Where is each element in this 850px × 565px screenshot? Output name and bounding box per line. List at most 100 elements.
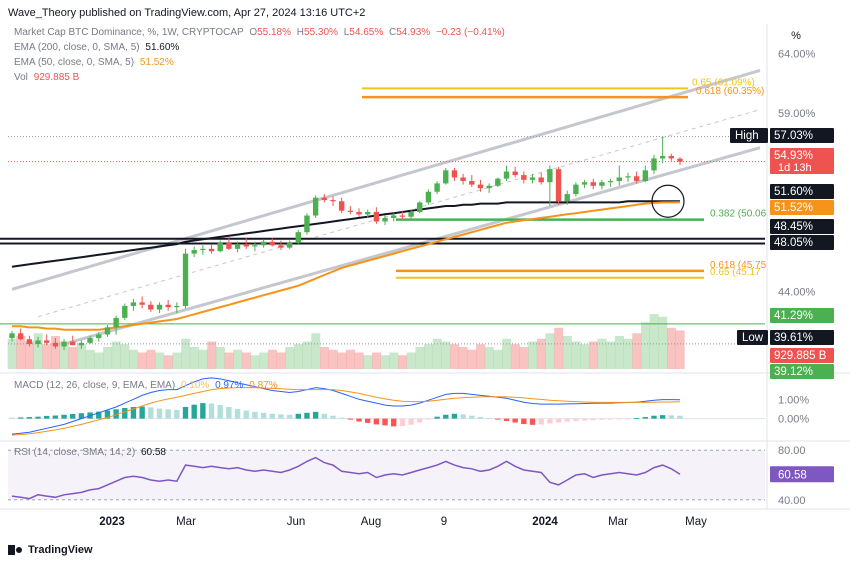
macd-hist-bar <box>625 418 631 420</box>
price-label-box <box>770 348 834 363</box>
volume-bar <box>215 347 225 369</box>
volume-bar <box>571 341 581 369</box>
macd-hist-bar <box>642 417 648 419</box>
price-label-box <box>770 184 834 199</box>
rsi-y-tick-label: 40.00 <box>778 495 806 507</box>
volume-bar <box>25 341 34 369</box>
legend-l-label: L <box>343 27 350 38</box>
candle-body <box>555 169 562 202</box>
y-tick-label: 44.00% <box>778 287 816 299</box>
volume-bar <box>502 338 512 369</box>
legend-change: −0.23 (−0.41%) <box>435 27 505 38</box>
price-label-box <box>770 200 834 215</box>
macd-y-tick-label: 0.00% <box>778 414 809 426</box>
legend-vol-label: Vol <box>14 72 28 83</box>
macd-hist-bar <box>130 407 137 419</box>
candle-body <box>243 244 249 247</box>
highlight-circle <box>651 184 685 218</box>
volume-bar <box>311 333 321 369</box>
volume-bar <box>493 349 503 369</box>
volume-bar <box>111 341 121 369</box>
candle-body <box>286 242 293 248</box>
volume-bar <box>675 330 685 369</box>
volume-bar <box>146 349 156 369</box>
chart-svg[interactable]: 0.65 (61.09%)0.618 (60.35%) 0.382 (50.06 0… <box>0 24 850 534</box>
candle-body <box>547 169 553 183</box>
candle-body <box>373 211 380 222</box>
candle-body <box>668 156 675 159</box>
legend-macd-v3: 0.87% <box>249 380 278 391</box>
macd-hist-bar <box>651 415 657 419</box>
candle-body <box>382 217 388 222</box>
macd-hist-bar <box>321 413 328 419</box>
macd-signal-line <box>11 387 681 436</box>
candle-body <box>633 176 640 182</box>
candle-body <box>35 340 41 345</box>
candle-body <box>607 181 614 183</box>
macd-hist-bar <box>234 408 241 419</box>
macd-hist-bar <box>217 405 223 419</box>
candle-body <box>122 305 128 318</box>
x-tick-label: Aug <box>361 516 381 528</box>
tradingview-logo-icon <box>8 545 24 555</box>
candle-body <box>338 201 345 211</box>
macd-hist-bar <box>581 418 588 421</box>
volume-bar <box>614 336 624 369</box>
macd-hist-bar <box>443 414 449 419</box>
candle-body <box>78 342 85 346</box>
candle-body <box>564 194 570 202</box>
volume-bar <box>103 347 113 369</box>
volume-bar <box>562 336 572 369</box>
candle-body <box>651 158 657 171</box>
volume-bar <box>424 344 434 369</box>
candle-body <box>616 177 622 182</box>
candle-body <box>96 334 102 339</box>
volume-bar <box>276 352 286 369</box>
volume-bar <box>380 355 390 369</box>
x-tick-label: 2024 <box>532 516 558 528</box>
candle-body <box>9 333 15 339</box>
macd-hist-bar <box>174 409 180 419</box>
price-label-box <box>770 364 834 379</box>
candle-body <box>87 338 93 343</box>
macd-hist-bar <box>347 418 354 420</box>
candle-body <box>538 177 544 183</box>
volume-bar <box>129 349 139 369</box>
legend-main: Market Cap BTC Dominance, %, 1W, CRYPTOC… <box>14 27 505 38</box>
candle-body <box>477 184 484 189</box>
volume-bar <box>328 349 338 369</box>
macd-hist-bar <box>226 407 232 419</box>
candle-body <box>425 191 432 203</box>
chart-area[interactable]: 0.65 (61.09%) 0.618 (60.35%) 0.382 (50.06 0… <box>0 24 850 534</box>
candle-body <box>156 304 163 310</box>
macd-y-tick-label: 1.00% <box>778 394 809 406</box>
volume-bar <box>632 333 642 369</box>
volume-bar <box>597 338 607 369</box>
price-label-tag: Low <box>742 332 764 344</box>
volume-bar <box>415 347 425 369</box>
legend-open: 55.18% <box>257 27 292 38</box>
macd-hist-bar <box>243 410 249 419</box>
volume-bar <box>163 355 173 369</box>
volume-bar <box>476 344 486 369</box>
macd-hist-bar <box>208 403 215 419</box>
volume-bar <box>484 347 494 369</box>
candle-body <box>200 248 206 251</box>
volume-bar <box>155 352 165 369</box>
macd-hist-bar <box>460 414 466 419</box>
axis-unit-button[interactable]: % <box>791 30 801 42</box>
candle-body <box>321 197 328 201</box>
candle-body <box>139 302 145 305</box>
macd-hist-bar <box>9 417 15 419</box>
legend-c-label: C <box>389 27 397 38</box>
ema200-line <box>11 200 680 268</box>
price-label-value: 929.885 B <box>774 350 827 362</box>
macd-hist-bar <box>260 412 267 419</box>
macd-hist-bar <box>564 418 570 422</box>
macd-hist-bar <box>312 411 319 419</box>
legend-h-label: H <box>296 27 305 38</box>
x-tick-label: 9 <box>441 516 447 528</box>
price-label-value: 41.29% <box>774 310 813 322</box>
rsi-value-box <box>770 466 834 483</box>
macd-hist-bar <box>96 411 102 419</box>
